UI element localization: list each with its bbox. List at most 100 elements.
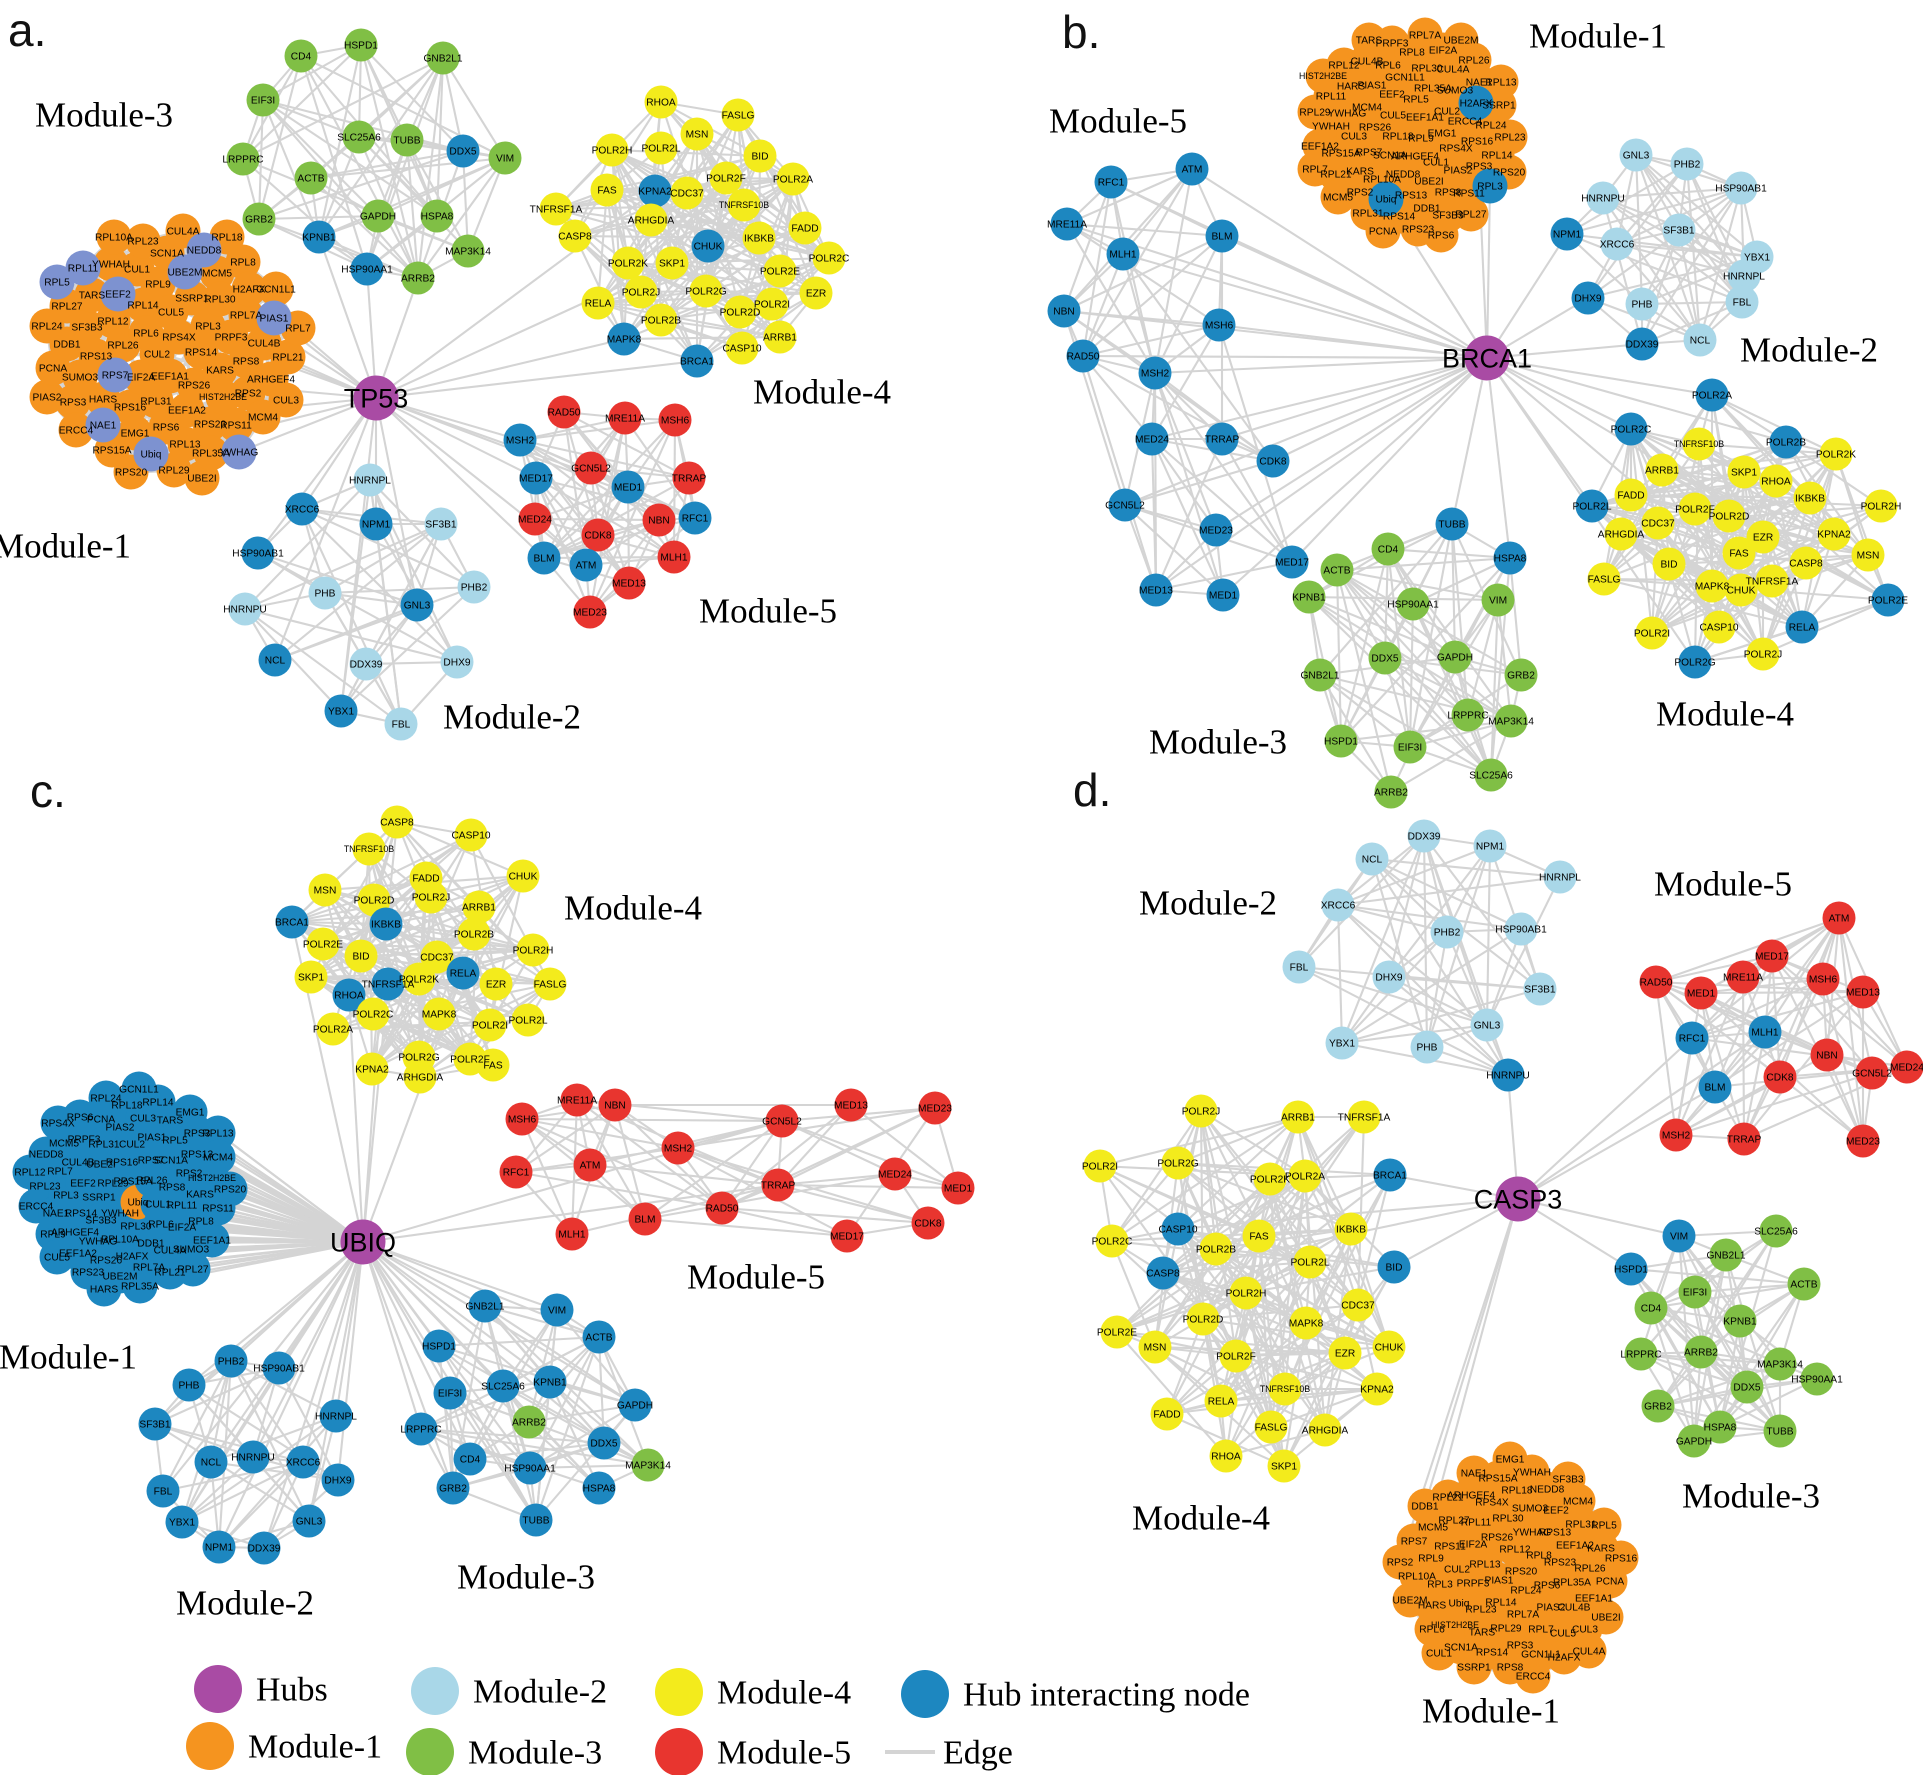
node-label-POLR2L: POLR2L: [1572, 502, 1611, 513]
edge: [1641, 229, 1680, 345]
node-label-MCM4: MCM4: [248, 413, 278, 424]
node-label-GAPDH: GAPDH: [360, 212, 396, 223]
node-label-POLR2C: POLR2C: [353, 1010, 394, 1021]
node-label-RPS3: RPS3: [60, 398, 87, 409]
node-label-POLR2A: POLR2A: [1692, 391, 1732, 402]
edge: [543, 555, 675, 560]
edge: [1566, 163, 1688, 235]
node-label-TNFRSF10B: TNFRSF10B: [719, 200, 769, 210]
edge: [1711, 394, 1837, 455]
hub-edge: [375, 190, 656, 399]
edge: [1728, 514, 1869, 557]
node-label-KPNA2: KPNA2: [1817, 530, 1851, 541]
node-label-RPL13: RPL13: [1485, 78, 1516, 89]
node-label-FBL: FBL: [1733, 298, 1752, 309]
edge: [1587, 255, 1758, 300]
hub-edge: [1486, 356, 1787, 444]
node-label-RPL11: RPL11: [1316, 92, 1347, 103]
edge: [1620, 532, 1773, 583]
edge: [1066, 223, 1156, 374]
panel-letter-BRCA1: b.: [1062, 6, 1100, 58]
node-label-ARRB1: ARRB1: [763, 333, 797, 344]
node-label-UBE2I: UBE2I: [187, 474, 216, 485]
node-label-POLR2H: POLR2H: [592, 146, 633, 157]
node-label-EZR: EZR: [1753, 533, 1773, 544]
node-label-HSPD1: HSPD1: [344, 41, 378, 52]
node-label-RPL3: RPL3: [1477, 182, 1503, 193]
edge: [1082, 253, 1124, 357]
edge: [535, 477, 587, 566]
node-label-UBE2M: UBE2M: [167, 268, 202, 279]
node-label-POLR2E: POLR2E: [760, 267, 800, 278]
node-label-BID: BID: [353, 952, 370, 963]
node-label-HSPD1: HSPD1: [1324, 737, 1358, 748]
node-label-RPS3: RPS3: [1466, 162, 1493, 173]
module-label-BRCA1-Module-5: Module-5: [1049, 101, 1187, 140]
edge: [543, 419, 676, 559]
edge: [627, 261, 781, 273]
node-label-ARHGEF4: ARHGEF4: [247, 375, 295, 386]
edge: [359, 44, 420, 279]
edge: [1450, 523, 1470, 716]
edge: [1221, 438, 1293, 563]
node-label-NAE1: NAE1: [90, 421, 117, 432]
node-label-RPL12: RPL12: [14, 1168, 45, 1179]
node-label-RPL24: RPL24: [1475, 121, 1506, 132]
node-label-NBN: NBN: [1053, 307, 1075, 318]
edge: [1154, 372, 1217, 531]
edge: [358, 136, 469, 252]
node-label-HNRNPU: HNRNPU: [223, 605, 267, 616]
edges-layer: [28, 33, 1908, 1678]
edge: [660, 318, 781, 339]
module-label-UBIQ-Module-4: Module-4: [564, 888, 702, 927]
node-label-MCM5: MCM5: [202, 269, 232, 280]
node-label-HIST2H2BE: HIST2H2BE: [1299, 71, 1347, 81]
node-label-CDC37: CDC37: [670, 189, 704, 200]
module-label-BRCA1-Module-3: Module-3: [1149, 722, 1287, 761]
hub-edge: [318, 236, 377, 399]
node-label-GCN5L2: GCN5L2: [762, 1117, 802, 1128]
node-label-MSN: MSN: [686, 130, 709, 141]
edge: [1762, 536, 1889, 601]
edge: [1630, 1267, 1805, 1286]
edge: [1446, 931, 1509, 1076]
node-label-VIM: VIM: [1489, 596, 1507, 607]
edge: [1485, 845, 1492, 1026]
edge: [1308, 596, 1456, 658]
node-label-RFC1: RFC1: [1098, 178, 1125, 189]
node-label-RPL31: RPL31: [1352, 209, 1383, 220]
node-label-MED24: MED24: [1135, 435, 1169, 446]
edge: [671, 226, 806, 265]
node-label-MED23: MED23: [573, 608, 607, 619]
node-label-RPL11: RPL11: [68, 264, 99, 275]
node-label-CUL5: CUL5: [1380, 111, 1406, 122]
node-label-HNRNPL: HNRNPL: [1723, 272, 1765, 283]
edge: [644, 1217, 848, 1238]
node-label-RPL3: RPL3: [195, 322, 221, 333]
node-label-YWHAG: YWHAG: [220, 448, 259, 459]
edge: [405, 139, 420, 279]
module-label-TP53-Module-3: Module-3: [35, 95, 173, 134]
hub-edge: [1222, 357, 1488, 596]
node-label-MRE11A: MRE11A: [1047, 220, 1087, 231]
node-label-ARRB2: ARRB2: [1374, 788, 1408, 799]
node-label-MED13: MED13: [1139, 586, 1173, 597]
edge: [1466, 599, 1500, 716]
node-label-RPS20: RPS20: [1493, 168, 1526, 179]
node-label-RPL24: RPL24: [31, 322, 62, 333]
edge: [521, 1117, 783, 1123]
node-label-PIAS1: PIAS1: [260, 314, 289, 325]
hub-edge: [1082, 354, 1488, 360]
edge: [563, 411, 660, 521]
edge: [1151, 324, 1220, 440]
node-label-RPS13: RPS13: [80, 352, 113, 363]
node-label-POLR2D: POLR2D: [720, 308, 761, 319]
hub-edge: [375, 245, 709, 399]
edge: [624, 417, 696, 519]
edge: [1630, 494, 1740, 554]
node-label-RPS7: RPS7: [102, 371, 129, 382]
node-label-KPNA2: KPNA2: [355, 1065, 389, 1076]
node-label-MSH2: MSH2: [1141, 369, 1170, 380]
node-label-RHOA: RHOA: [1761, 477, 1791, 488]
node-label-MED17: MED17: [519, 474, 553, 485]
